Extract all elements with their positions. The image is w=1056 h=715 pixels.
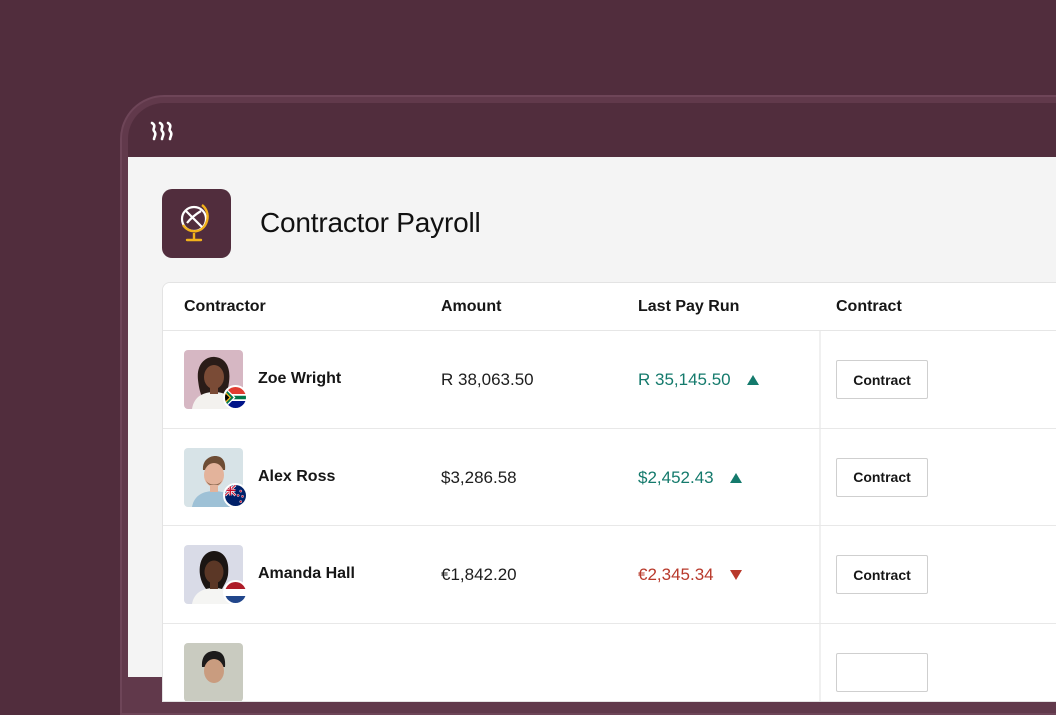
avatar-photo xyxy=(184,350,243,409)
header-contractor[interactable]: Contractor xyxy=(184,298,266,315)
amount-value: R 38,063.50 xyxy=(441,370,534,389)
contractor-name: Zoe Wright xyxy=(258,370,342,387)
avatar xyxy=(184,447,248,508)
globe-icon xyxy=(180,203,209,241)
amount-value: $3,286.58 xyxy=(441,467,517,487)
table-header: Contractor Amount Last Pay Run Contract xyxy=(163,283,1056,331)
main-content: Contractor Payroll Contractor Amount Las… xyxy=(128,157,1056,702)
last-pay-run-value: $2,452.43 xyxy=(638,468,742,488)
contract-button[interactable]: Contract xyxy=(836,555,928,594)
page-icon-tile xyxy=(162,189,231,258)
trend-up-icon xyxy=(729,472,742,483)
header-last-pay-run[interactable]: Last Pay Run xyxy=(638,298,740,315)
contractor-name: Alex Ross xyxy=(258,467,336,485)
south-africa-flag-icon xyxy=(223,385,248,410)
last-pay-run-amount: $2,452.43 xyxy=(638,467,714,487)
contract-button[interactable]: Contract xyxy=(836,457,928,497)
table-row[interactable]: Alex Ross $3,286.58 $2,452.43 Contract xyxy=(163,429,1056,526)
contractor-name: Amanda Hall xyxy=(258,565,355,582)
trend-up-icon xyxy=(746,375,759,385)
contractor-table: Contractor Amount Last Pay Run Contract xyxy=(162,282,1056,702)
contract-button[interactable] xyxy=(836,652,928,692)
avatar xyxy=(184,642,243,701)
header-contract[interactable]: Contract xyxy=(836,298,902,315)
new-zealand-flag-icon xyxy=(223,482,248,508)
table-row[interactable] xyxy=(163,624,1056,701)
avatar xyxy=(184,545,248,605)
header-amount[interactable]: Amount xyxy=(441,298,502,315)
avatar-photo xyxy=(184,642,243,701)
app-bar xyxy=(128,103,1056,157)
last-pay-run-amount: €2,345.34 xyxy=(638,565,714,584)
page-title: Contractor Payroll xyxy=(260,207,481,238)
last-pay-run-value: R 35,145.50 xyxy=(638,370,759,390)
table-row[interactable]: Amanda Hall €1,842.20 €2,345.34 Contract xyxy=(163,526,1056,624)
netherlands-flag-icon xyxy=(223,580,248,605)
last-pay-run-value: €2,345.34 xyxy=(638,565,742,585)
trend-down-icon xyxy=(729,570,742,580)
rippling-logo-icon[interactable] xyxy=(150,121,176,141)
column-divider xyxy=(819,283,821,701)
table-row[interactable]: Zoe Wright R 38,063.50 R 35,145.50 Contr… xyxy=(163,331,1056,429)
contract-button[interactable]: Contract xyxy=(836,360,928,399)
last-pay-run-amount: R 35,145.50 xyxy=(638,370,731,389)
avatar xyxy=(184,350,248,410)
amount-value: €1,842.20 xyxy=(441,565,517,584)
